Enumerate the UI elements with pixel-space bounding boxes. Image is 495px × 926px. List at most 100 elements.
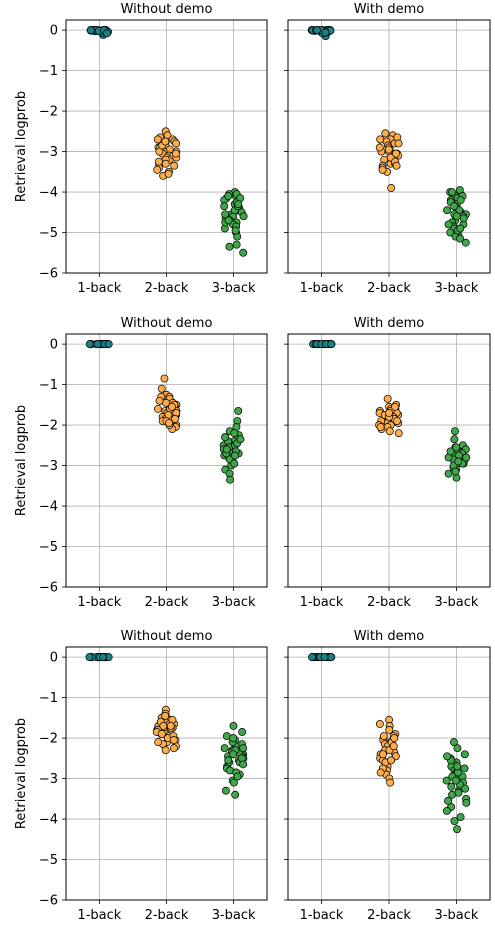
data-point-2-back bbox=[157, 730, 166, 738]
data-point-3-back bbox=[443, 752, 452, 761]
data-point-3-back bbox=[447, 782, 456, 791]
x-tick-label: 3-back bbox=[212, 595, 256, 610]
data-point-1-back bbox=[312, 26, 321, 35]
data-point-3-back bbox=[230, 429, 239, 438]
data-point-2-back bbox=[376, 423, 385, 432]
data-point-2-back bbox=[394, 139, 403, 148]
data-point-3-back bbox=[450, 202, 458, 211]
data-point-3-back bbox=[451, 427, 459, 436]
data-point-3-back bbox=[442, 776, 451, 785]
data-point-2-back bbox=[389, 742, 398, 751]
subplot-3-1: 0 −1 −2 −3 −4 −5 −6 1-back 2-back 3-back Without d… bbox=[14, 629, 268, 923]
data-point-3-back bbox=[450, 738, 458, 747]
data-point-1-back bbox=[93, 340, 102, 349]
data-point-3-back bbox=[461, 784, 470, 793]
data-point-3-back bbox=[454, 457, 463, 466]
data-point-2-back bbox=[375, 143, 384, 152]
data-point-3-back bbox=[456, 234, 465, 243]
subplot-title: With demo bbox=[354, 316, 425, 331]
subplot-2-1: 0 −1 −2 −3 −4 −5 −6 1-back 2-back 3-back Without d… bbox=[14, 316, 268, 610]
data-point-3-back bbox=[239, 744, 248, 753]
data-point-2-back bbox=[375, 719, 384, 728]
data-point-3-back bbox=[239, 760, 248, 769]
subplot-1-1: 0 −1 −2 −3 −4 −5 −6 1-back 2-back 3-back Without d… bbox=[14, 2, 268, 296]
x-tick-label: 2-back bbox=[367, 595, 411, 610]
data-point-3-back bbox=[456, 813, 465, 821]
data-point-2-back bbox=[161, 137, 170, 146]
data-point-3-back bbox=[446, 228, 455, 237]
x-tick-label: 3-back bbox=[435, 281, 479, 296]
data-point-3-back bbox=[236, 435, 245, 444]
data-point-3-back bbox=[456, 196, 465, 205]
data-point-2-back bbox=[161, 746, 170, 755]
data-point-1-back bbox=[320, 653, 329, 662]
x-tick-label: 1-back bbox=[77, 908, 121, 923]
data-point-3-back bbox=[234, 406, 243, 415]
data-point-2-back bbox=[161, 711, 170, 720]
data-point-3-back bbox=[226, 475, 234, 484]
data-point-3-back bbox=[460, 750, 469, 759]
data-point-3-back bbox=[450, 817, 459, 826]
subplot-3-2: 1-back 2-back 3-back With demo bbox=[284, 629, 491, 923]
data-point-2-back bbox=[381, 129, 390, 138]
axes-frame bbox=[65, 333, 268, 588]
y-tick-label: −6 bbox=[39, 581, 58, 596]
data-point-2-back bbox=[154, 738, 163, 747]
x-tick-label: 1-back bbox=[300, 595, 344, 610]
data-point-3-back bbox=[230, 459, 239, 468]
data-point-2-back bbox=[172, 139, 181, 148]
data-point-1-back bbox=[103, 29, 111, 38]
data-point-3-back bbox=[231, 790, 240, 799]
y-axis-label: Retrieval logprob bbox=[14, 91, 29, 202]
data-point-2-back bbox=[392, 161, 401, 170]
data-point-2-back bbox=[165, 419, 173, 428]
data-point-3-back bbox=[444, 469, 453, 478]
data-point-2-back bbox=[169, 736, 178, 745]
y-tick-label: −5 bbox=[39, 853, 58, 868]
data-point-1-back bbox=[104, 340, 113, 349]
axes-frame bbox=[65, 19, 268, 274]
data-point-3-back bbox=[442, 806, 451, 815]
data-point-3-back bbox=[452, 443, 461, 452]
data-point-2-back bbox=[376, 768, 385, 777]
data-point-2-back bbox=[393, 417, 401, 425]
data-point-2-back bbox=[379, 750, 387, 759]
axes-frame bbox=[287, 333, 491, 588]
data-point-3-back bbox=[462, 798, 471, 807]
data-point-3-back bbox=[456, 224, 465, 233]
y-tick-label: −1 bbox=[39, 64, 58, 79]
data-point-3-back bbox=[448, 188, 456, 196]
data-point-3-back bbox=[222, 445, 231, 454]
data-point-3-back bbox=[220, 744, 229, 753]
data-point-3-back bbox=[460, 764, 469, 773]
data-point-2-back bbox=[167, 402, 176, 411]
data-point-2-back bbox=[166, 721, 175, 730]
data-point-3-back bbox=[221, 433, 229, 442]
data-point-3-back bbox=[229, 734, 238, 743]
y-tick-label: −4 bbox=[39, 813, 58, 828]
data-point-2-back bbox=[161, 159, 170, 168]
data-point-3-back bbox=[444, 220, 453, 229]
y-tick-label: −3 bbox=[39, 459, 58, 474]
y-tick-label: −3 bbox=[39, 772, 58, 787]
data-point-3-back bbox=[221, 210, 230, 219]
y-tick-label: −3 bbox=[39, 145, 58, 160]
data-point-2-back bbox=[383, 394, 392, 403]
data-point-2-back bbox=[153, 165, 162, 174]
y-tick-label: 0 bbox=[50, 651, 58, 666]
x-tick-label: 1-back bbox=[77, 281, 121, 296]
x-tick-label: 1-back bbox=[77, 595, 121, 610]
data-point-2-back bbox=[387, 184, 396, 192]
data-point-3-back bbox=[446, 447, 455, 456]
data-point-2-back bbox=[171, 149, 180, 158]
data-point-3-back bbox=[231, 226, 240, 235]
data-point-3-back bbox=[454, 788, 463, 797]
axes-frame bbox=[287, 646, 491, 901]
data-point-2-back bbox=[384, 145, 393, 154]
data-point-2-back bbox=[154, 157, 163, 166]
subplot-title: Without demo bbox=[121, 2, 213, 17]
y-tick-label: 0 bbox=[50, 24, 58, 39]
data-point-3-back bbox=[224, 756, 233, 765]
y-tick-label: −2 bbox=[39, 732, 58, 747]
